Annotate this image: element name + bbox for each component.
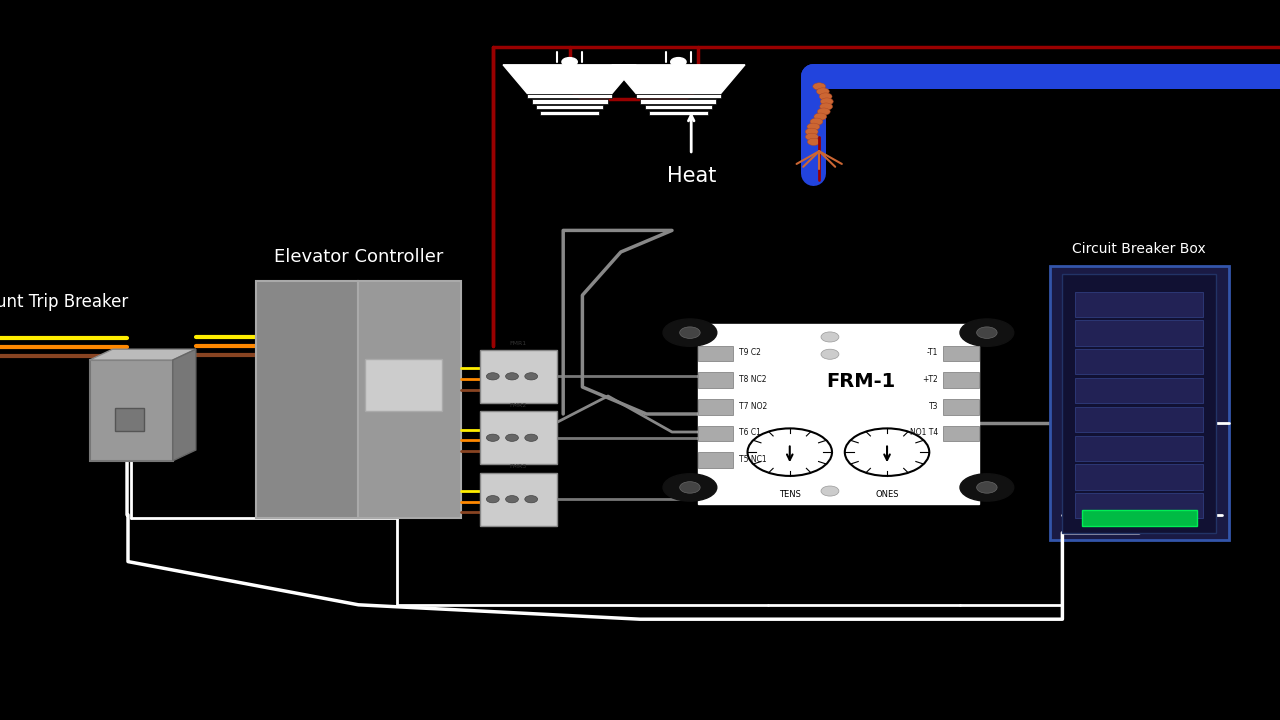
Text: ONES: ONES [876,490,899,498]
Text: Elevator Controller: Elevator Controller [274,248,443,266]
Circle shape [977,327,997,338]
Circle shape [525,373,538,380]
Ellipse shape [663,319,717,346]
Circle shape [819,103,832,110]
Circle shape [671,58,686,66]
Circle shape [819,93,832,100]
Bar [698,324,979,504]
Bar [1082,510,1197,526]
Bar [1075,436,1203,461]
Circle shape [806,123,819,130]
Circle shape [680,482,700,493]
Bar [256,281,358,518]
Circle shape [680,327,700,338]
Text: FMR1: FMR1 [509,341,527,346]
Text: T9 C2: T9 C2 [739,348,760,357]
Text: TENS: TENS [778,490,801,498]
Circle shape [486,373,499,380]
Text: Circuit Breaker Box: Circuit Breaker Box [1073,242,1206,256]
Circle shape [820,349,838,359]
Circle shape [810,118,823,125]
Circle shape [506,495,518,503]
Bar [943,426,979,441]
Bar [1050,266,1229,540]
Circle shape [813,83,826,90]
Text: FMR3: FMR3 [509,464,527,469]
Polygon shape [173,349,196,461]
Text: -T1: -T1 [927,348,938,357]
Polygon shape [645,105,712,109]
Bar [365,359,443,411]
Text: NO1 T4: NO1 T4 [910,428,938,437]
Circle shape [845,428,929,476]
Circle shape [820,98,833,105]
Circle shape [525,495,538,503]
Circle shape [818,108,831,115]
Bar [1075,292,1203,317]
Circle shape [817,88,829,95]
Circle shape [805,133,818,140]
Text: +T2: +T2 [923,375,938,384]
Text: T5 NC1: T5 NC1 [739,455,767,464]
Bar [698,399,733,415]
Bar [698,372,733,388]
Bar [1075,407,1203,432]
Circle shape [820,486,838,496]
Polygon shape [636,94,721,98]
Text: FMR2: FMR2 [509,402,527,408]
Circle shape [486,495,499,503]
Circle shape [805,128,818,135]
Bar [90,360,173,461]
Circle shape [820,332,838,342]
Polygon shape [649,111,708,115]
Circle shape [814,113,827,120]
Circle shape [808,138,820,145]
Bar [358,281,461,518]
Text: T8 NC2: T8 NC2 [739,375,765,384]
Bar [698,346,733,361]
Text: Heat: Heat [667,166,716,186]
Bar [698,426,733,441]
Circle shape [486,434,499,441]
Ellipse shape [960,474,1014,501]
Circle shape [525,434,538,441]
Text: T7 NO2: T7 NO2 [739,402,767,410]
Circle shape [562,58,577,66]
Ellipse shape [960,319,1014,346]
Bar [480,473,557,526]
Polygon shape [612,65,745,94]
Bar [1062,274,1216,533]
Polygon shape [90,349,196,360]
Text: T3: T3 [929,402,938,410]
Polygon shape [536,105,603,109]
Bar [480,350,557,402]
Bar [1075,320,1203,346]
Circle shape [977,482,997,493]
Bar [1075,493,1203,518]
Bar [480,411,557,464]
Bar [1075,464,1203,490]
Text: T6 C1: T6 C1 [739,428,760,437]
Circle shape [748,428,832,476]
Bar [943,399,979,415]
Circle shape [506,373,518,380]
Polygon shape [527,94,612,98]
Polygon shape [640,99,717,104]
Polygon shape [531,99,608,104]
Text: FRM-1: FRM-1 [827,372,896,391]
Bar [943,372,979,388]
Ellipse shape [663,474,717,501]
Polygon shape [540,111,599,115]
Bar [115,408,143,431]
Bar [943,346,979,361]
Bar [698,452,733,468]
Circle shape [506,434,518,441]
Polygon shape [503,65,636,94]
Text: Shunt Trip Breaker: Shunt Trip Breaker [0,293,128,311]
Bar [1075,349,1203,374]
Bar [1075,378,1203,403]
